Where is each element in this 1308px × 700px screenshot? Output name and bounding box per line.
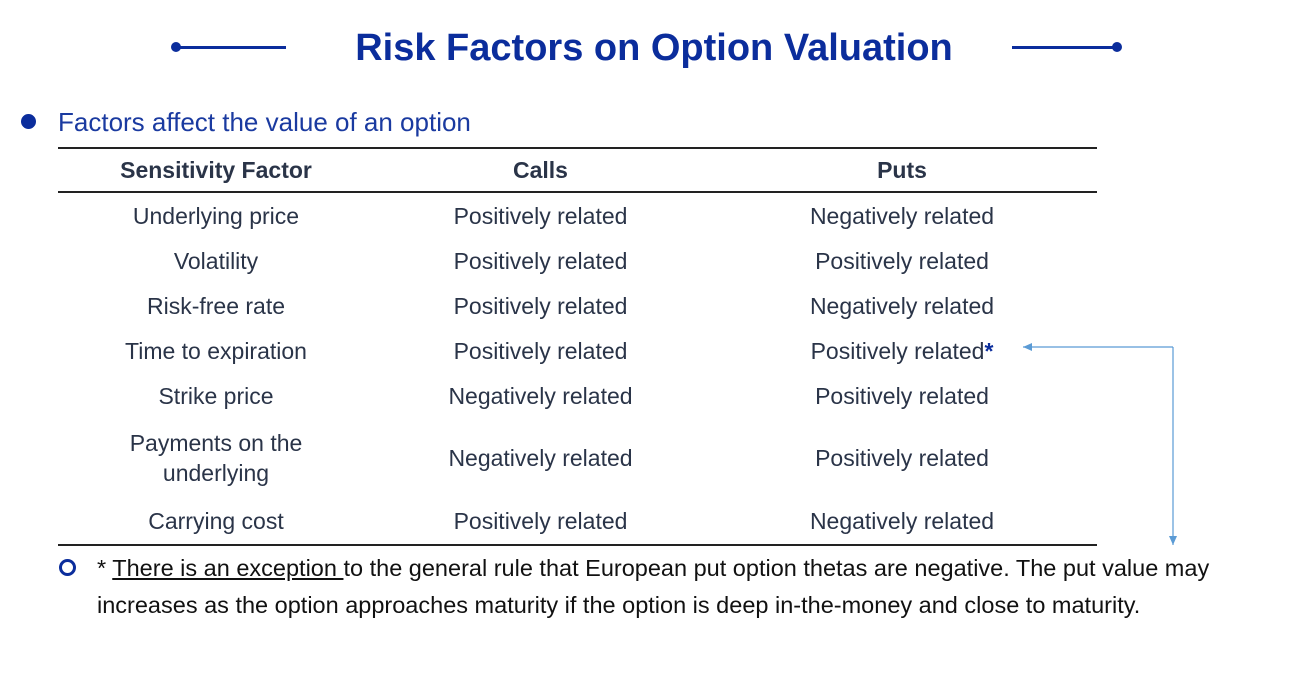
factor-cell: Strike price bbox=[158, 382, 274, 409]
note-body: to the general rule that European put op… bbox=[97, 555, 1210, 618]
title-decor-dot-right bbox=[1112, 42, 1122, 52]
puts-cell: Negatively related bbox=[809, 202, 995, 229]
title-decor-line-right bbox=[1012, 46, 1116, 49]
puts-cell: Positively related bbox=[815, 445, 989, 471]
header-puts: Puts bbox=[707, 147, 1097, 193]
calls-cell: Positively related bbox=[453, 202, 628, 229]
factor-cell: Carrying cost bbox=[58, 498, 374, 546]
table-row: Volatility Positively related Positively… bbox=[58, 238, 1097, 283]
factor-line: underlying bbox=[162, 460, 270, 486]
table-row: Carrying cost Positively related Negativ… bbox=[58, 498, 1097, 546]
footnote: * There is an exception to the general r… bbox=[97, 550, 1267, 624]
factor-cell: Volatility bbox=[173, 247, 259, 274]
page-title: Risk Factors on Option Valuation bbox=[355, 27, 953, 69]
puts-cell: Positively related bbox=[815, 382, 989, 409]
calls-cell: Negatively related bbox=[448, 445, 633, 471]
table-row: Strike price Negatively related Positive… bbox=[58, 373, 1097, 418]
factors-table: Sensitivity Factor Calls Puts Underlying… bbox=[58, 147, 1097, 546]
puts-cell: Positively related bbox=[815, 247, 989, 274]
puts-value: Positively related bbox=[810, 337, 985, 364]
factor-cell: Time to expiration bbox=[125, 337, 307, 364]
calls-cell: Positively related bbox=[453, 247, 628, 274]
header-sensitivity-factor: Sensitivity Factor bbox=[58, 147, 374, 193]
factor-cell: Payments on the underlying bbox=[58, 418, 374, 498]
table-row: Time to expiration Positively related Po… bbox=[58, 328, 1097, 373]
factor-line: Payments on the bbox=[129, 430, 303, 456]
calls-cell: Positively related bbox=[374, 498, 707, 546]
puts-cell: Negatively related bbox=[707, 498, 1097, 546]
puts-cell: Positively related* bbox=[707, 328, 1097, 373]
factor-cell: Risk-free rate bbox=[146, 292, 286, 319]
note-underlined: There is an exception bbox=[112, 555, 344, 581]
table-header-row: Sensitivity Factor Calls Puts bbox=[58, 147, 1097, 193]
calls-cell: Positively related bbox=[453, 337, 628, 364]
header-calls: Calls bbox=[374, 147, 707, 193]
hollow-bullet-icon bbox=[59, 559, 76, 576]
title-bar: Risk Factors on Option Valuation bbox=[0, 22, 1308, 74]
asterisk-marker: * bbox=[984, 337, 994, 364]
calls-cell: Negatively related bbox=[448, 382, 633, 409]
section-heading: Factors affect the value of an option bbox=[58, 107, 471, 137]
note-prefix: * bbox=[97, 555, 113, 581]
bullet-dot-icon bbox=[21, 114, 36, 129]
calls-cell: Positively related bbox=[453, 292, 628, 319]
table-row: Underlying price Positively related Nega… bbox=[58, 192, 1097, 238]
title-decor-dot-left bbox=[171, 42, 181, 52]
factor-cell: Underlying price bbox=[132, 202, 300, 229]
table-row: Payments on the underlying Negatively rel… bbox=[58, 418, 1097, 498]
puts-cell: Negatively related bbox=[809, 292, 995, 319]
table-row: Risk-free rate Positively related Negati… bbox=[58, 283, 1097, 328]
title-decor-line-left bbox=[178, 46, 286, 49]
